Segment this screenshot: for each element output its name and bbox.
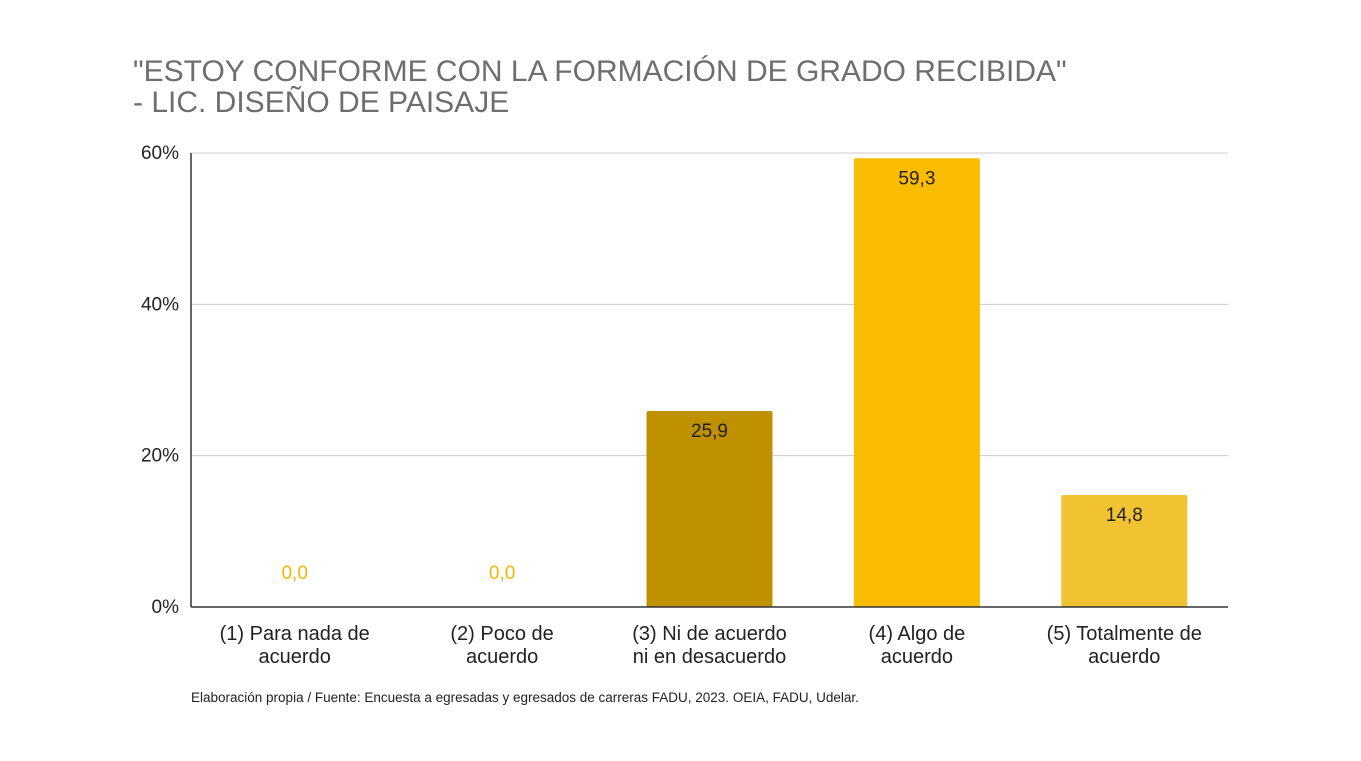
x-tick-label: (3) Ni de acuerdo (632, 623, 787, 645)
x-tick-label: acuerdo (466, 646, 538, 668)
y-tick-label: 40% (141, 294, 179, 315)
data-label: 25,9 (691, 421, 728, 442)
x-tick-label: (1) Para nada de (220, 623, 370, 645)
y-tick-label: 60% (141, 143, 179, 164)
data-label: 0,0 (281, 563, 307, 584)
chart-title: "ESTOY CONFORME CON LA FORMACIÓN DE GRAD… (133, 56, 1067, 118)
x-tick-label: acuerdo (881, 646, 953, 668)
data-label: 0,0 (489, 563, 515, 584)
bar-chart: 0%20%40%60%0,0(1) Para nada deacuerdo0,0… (141, 143, 1228, 668)
x-tick-label: (5) Totalmente de (1047, 623, 1202, 645)
x-tick-label: ni en desacuerdo (633, 646, 786, 668)
x-tick-label: (4) Algo de (869, 623, 966, 645)
chart-title-line-1: "ESTOY CONFORME CON LA FORMACIÓN DE GRAD… (133, 55, 1067, 88)
y-tick-label: 20% (141, 446, 179, 467)
x-tick-label: acuerdo (1088, 646, 1160, 668)
bar (853, 158, 980, 607)
bar (646, 411, 773, 607)
x-tick-label: acuerdo (259, 646, 331, 668)
y-tick-label: 0% (152, 597, 180, 618)
x-tick-label: (2) Poco de (450, 623, 553, 645)
source-footnote: Elaboración propia / Fuente: Encuesta a … (191, 690, 859, 705)
data-label: 59,3 (898, 168, 935, 189)
chart-title-line-2: - LIC. DISEÑO DE PAISAJE (133, 86, 510, 119)
data-label: 14,8 (1106, 505, 1143, 526)
bar (1061, 495, 1188, 607)
